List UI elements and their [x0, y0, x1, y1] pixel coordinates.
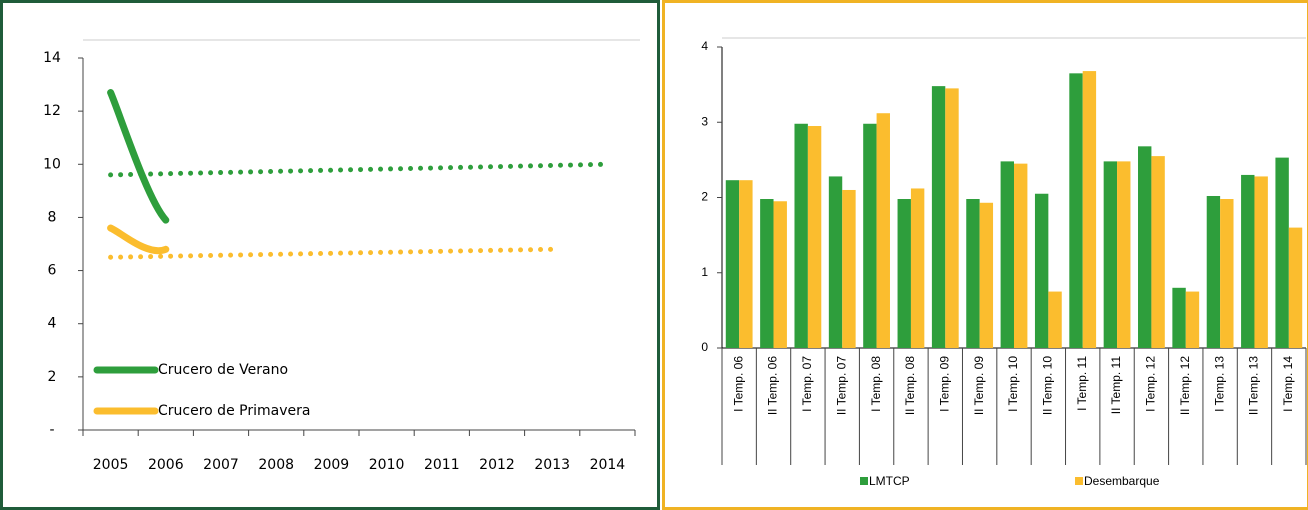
bar [1000, 161, 1014, 348]
x-tick-label: I Temp. 08 [869, 356, 883, 412]
bar [807, 126, 822, 348]
y-tick-label: 2 [48, 369, 57, 385]
bar [1288, 227, 1303, 348]
y-tick-label: 4 [48, 316, 57, 332]
bar [725, 180, 740, 348]
bar [1254, 176, 1268, 348]
x-tick-label: 2005 [93, 457, 129, 473]
bar [828, 176, 843, 348]
right-panel [662, 0, 1308, 510]
bar [1138, 146, 1152, 348]
bar [966, 199, 980, 348]
x-tick-label: II Temp. 13 [1247, 356, 1261, 415]
bar [1151, 156, 1165, 348]
y-tick-label: 8 [48, 209, 57, 225]
x-tick-label: 2010 [369, 457, 405, 473]
y-tick-label: 10 [43, 156, 61, 172]
x-tick-label: I Temp. 09 [937, 356, 951, 412]
bar [794, 123, 808, 348]
legend-swatch [1075, 477, 1083, 485]
x-tick-label: II Temp. 07 [834, 356, 848, 415]
bar [1241, 174, 1255, 348]
bar [1185, 291, 1200, 348]
x-tick-label: II Temp. 09 [972, 356, 986, 415]
bar [1082, 71, 1097, 348]
y-tick-label: 14 [43, 50, 61, 66]
x-tick-label: I Temp. 06 [731, 356, 745, 412]
y-tick-label: 3 [701, 114, 708, 128]
x-tick-label: II Temp. 11 [1109, 356, 1123, 415]
x-tick-label: 2007 [203, 457, 239, 473]
x-tick-label: I Temp. 12 [1144, 356, 1158, 412]
bar [1172, 287, 1186, 348]
x-tick-label: I Temp. 10 [1006, 356, 1020, 412]
bar [876, 113, 890, 348]
right-chart: 0 1 2 3 4 I Temp. 06 II Temp. 06 I Temp. 07 II T… [701, 39, 1307, 488]
x-tick-label: II Temp. 12 [1178, 356, 1192, 415]
y-tick-label: 2 [701, 190, 708, 204]
x-tick-label: 2013 [534, 457, 570, 473]
y-tick-label: 4 [701, 39, 708, 53]
x-tick-label: 2008 [258, 457, 294, 473]
bar [1220, 199, 1234, 348]
x-tick-label: 2014 [590, 457, 626, 473]
x-tick-label: II Temp. 06 [766, 356, 780, 415]
series-line [107, 224, 170, 255]
bar [1275, 157, 1289, 348]
x-tick-label: 2009 [314, 457, 350, 473]
y-tick-label: 1 [701, 265, 708, 279]
bar [1034, 193, 1049, 348]
legend-label: Crucero de Primavera [158, 403, 310, 419]
x-tick-label: I Temp. 14 [1281, 356, 1295, 412]
x-tick-label: II Temp. 08 [903, 356, 917, 415]
series-line [107, 89, 170, 224]
bar [760, 199, 774, 348]
trend-line [108, 246, 555, 260]
bar [739, 180, 753, 348]
bar [773, 201, 787, 348]
bar [910, 188, 925, 348]
trend-line [108, 161, 610, 178]
bar [1117, 161, 1131, 348]
legend-label: Desembarque [1084, 474, 1160, 488]
bar [979, 202, 994, 348]
bar [945, 88, 959, 348]
bar [1103, 161, 1118, 348]
x-tick-label: 2006 [148, 457, 184, 473]
x-tick-label: II Temp. 10 [1041, 356, 1055, 415]
legend-label: LMTCP [869, 474, 910, 488]
bar [931, 86, 946, 348]
x-tick-label: I Temp. 11 [1075, 356, 1089, 411]
y-tick-label: - [49, 422, 54, 438]
bar [1069, 73, 1083, 349]
bar [1048, 291, 1062, 348]
y-tick-label: 12 [43, 103, 61, 119]
bar [897, 199, 911, 348]
left-chart: - 2 4 6 8 10 12 14 2005 2006 2007 2008 2009 2010 2011 2… [43, 50, 636, 473]
left-panel [0, 0, 660, 510]
x-tick-label: I Temp. 13 [1212, 356, 1226, 412]
x-tick-label: 2012 [479, 457, 515, 473]
x-tick-label: 2011 [424, 457, 460, 473]
x-tick-label: I Temp. 07 [800, 356, 814, 412]
bar [863, 123, 877, 348]
bar [1014, 163, 1028, 348]
bar [1206, 195, 1221, 348]
y-tick-label: 0 [701, 340, 708, 354]
bar [842, 189, 856, 348]
y-tick-label: 6 [48, 263, 57, 279]
legend-swatch [860, 477, 868, 485]
legend-label: Crucero de Verano [158, 362, 288, 378]
